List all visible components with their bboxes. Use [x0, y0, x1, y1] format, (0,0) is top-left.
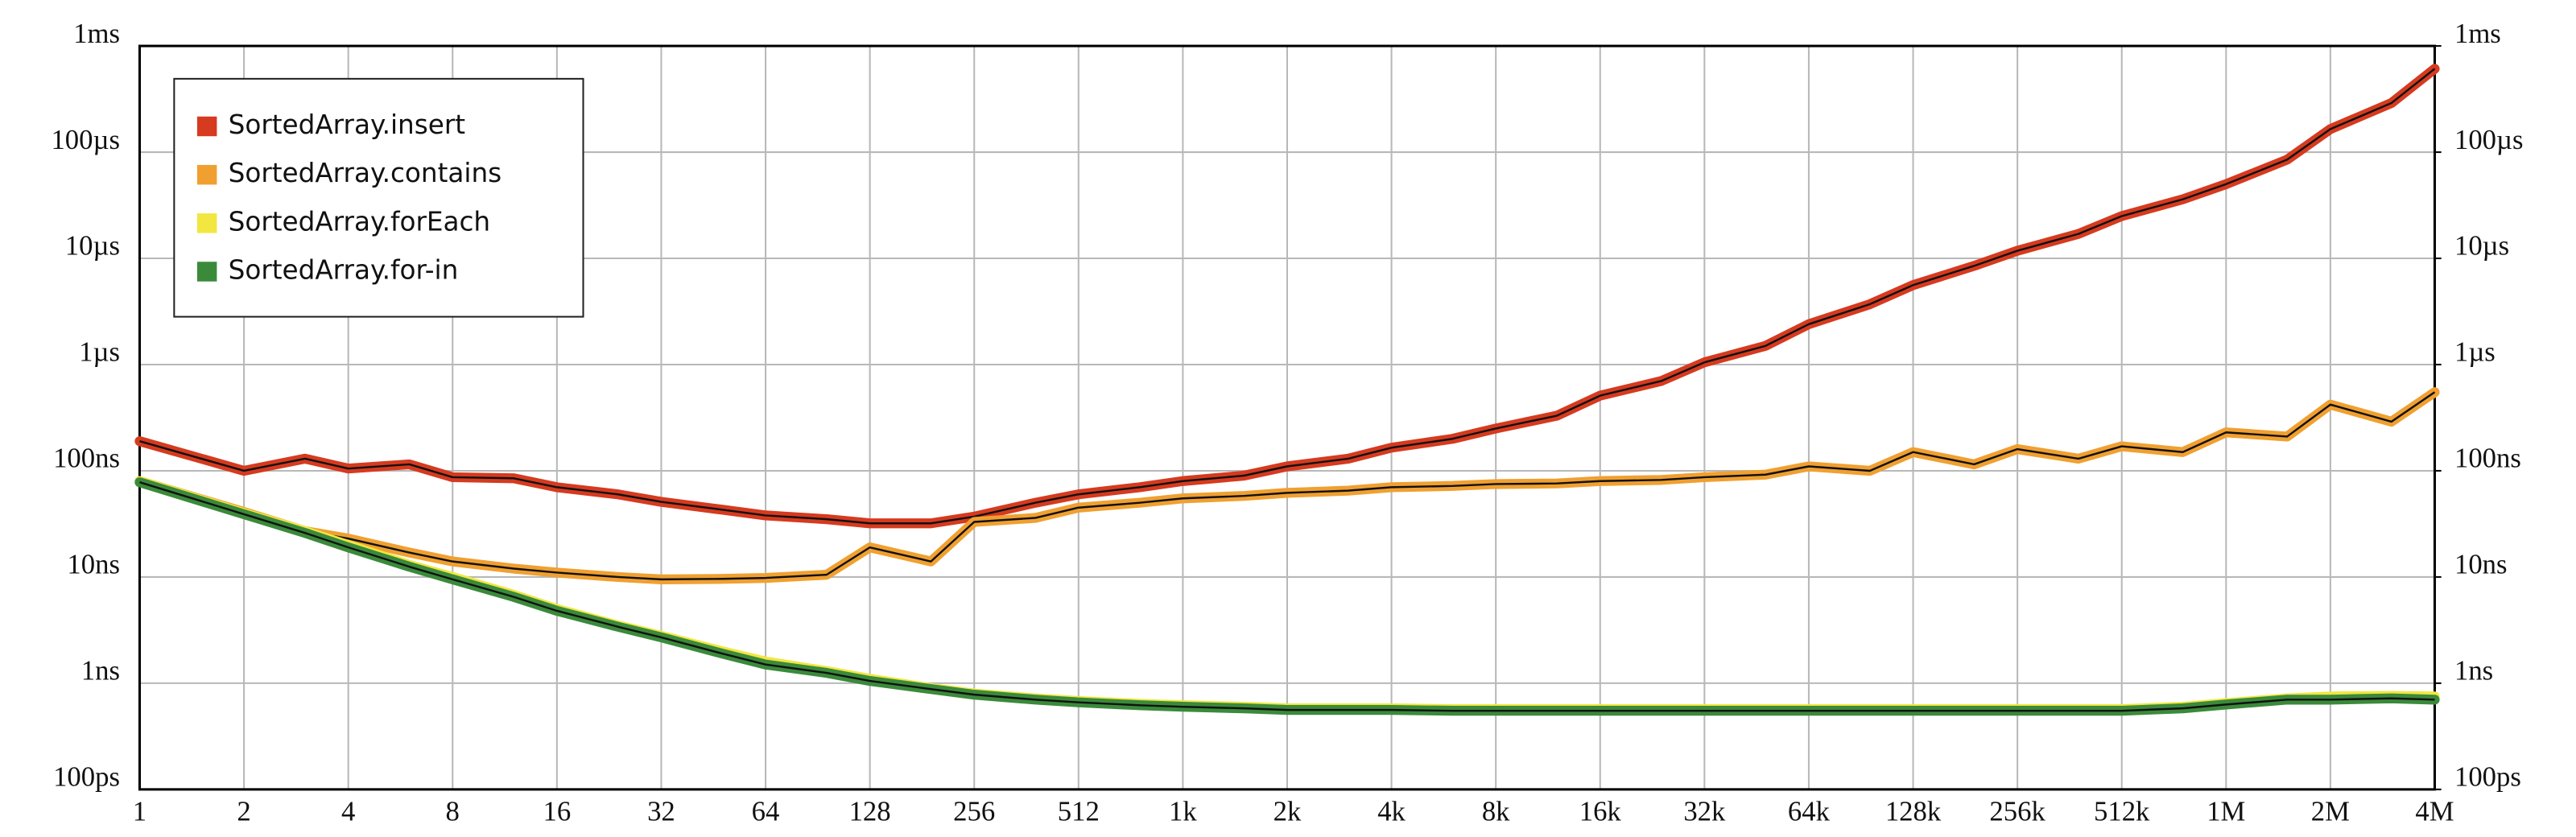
x-tick-label: 1M: [2207, 795, 2245, 827]
y-tick-label: 10µs: [65, 230, 120, 262]
x-tick-label: 16k: [1579, 795, 1622, 827]
x-tick-label: 1: [133, 795, 147, 827]
y-tick-label: 100µs: [51, 124, 120, 155]
x-tick-label: 4M: [2415, 795, 2454, 827]
x-tick-label: 512k: [2094, 795, 2150, 827]
legend-label: SortedArray.for-in: [229, 254, 459, 285]
legend-swatch: [196, 164, 217, 185]
y2-tick-label: 10µs: [2454, 230, 2509, 262]
series-line-core: [139, 68, 2436, 525]
x-tick-label: 64: [752, 795, 780, 827]
y2-tick-label: 100µs: [2454, 124, 2524, 155]
y2-tick-label: 100ps: [2454, 761, 2521, 793]
y-tick-label: 1ms: [73, 18, 120, 49]
y-tick-label: 1µs: [79, 336, 120, 368]
y-tick-label: 10ns: [67, 549, 120, 580]
plot-frame: [138, 44, 2437, 791]
x-tick-label: 2M: [2311, 795, 2350, 827]
legend-label: SortedArray.forEach: [229, 206, 490, 237]
legend: SortedArray.insert SortedArray.contains So…: [173, 77, 584, 318]
legend-swatch: [196, 213, 217, 233]
x-tick-label: 32: [647, 795, 675, 827]
x-tick-label: 16: [543, 795, 571, 827]
x-tick-label: 512: [1058, 795, 1100, 827]
legend-box: [173, 77, 584, 318]
y-tick-label: 100ns: [53, 443, 120, 474]
y2-tick-label: 1µs: [2454, 336, 2496, 368]
x-tick-label: 128k: [1885, 795, 1942, 827]
y2-tick-label: 10ns: [2454, 549, 2508, 580]
legend-label: SortedArray.insert: [229, 109, 466, 140]
series-line-core: [139, 391, 2436, 581]
y2-tick-label: 1ms: [2454, 18, 2501, 49]
legend-swatch: [196, 116, 217, 137]
y-tick-label: 100ps: [53, 761, 120, 793]
legend-label: SortedArray.contains: [229, 158, 502, 188]
series-line-core: [139, 481, 2435, 712]
x-tick-label: 8: [446, 795, 460, 827]
x-tick-label: 4: [341, 795, 355, 827]
x-tick-label: 32k: [1683, 795, 1726, 827]
x-tick-label: 256k: [1989, 795, 2046, 827]
legend-swatch: [196, 262, 217, 282]
y-tick-label: 1ns: [81, 655, 120, 687]
x-tick-label: 64k: [1788, 795, 1831, 827]
y2-tick-label: 100ns: [2454, 443, 2521, 474]
x-tick-label: 8k: [1482, 795, 1510, 827]
x-tick-label: 4k: [1377, 795, 1406, 827]
x-tick-label: 128: [849, 795, 891, 827]
x-tick-label: 256: [953, 795, 995, 827]
x-tick-label: 1k: [1169, 795, 1197, 827]
y2-tick-label: 1ns: [2454, 655, 2493, 687]
x-tick-label: 2: [237, 795, 250, 827]
x-tick-label: 2k: [1274, 795, 1302, 827]
